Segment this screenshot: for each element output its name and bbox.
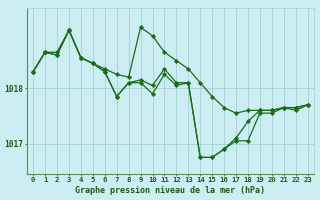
X-axis label: Graphe pression niveau de la mer (hPa): Graphe pression niveau de la mer (hPa)	[76, 186, 265, 195]
